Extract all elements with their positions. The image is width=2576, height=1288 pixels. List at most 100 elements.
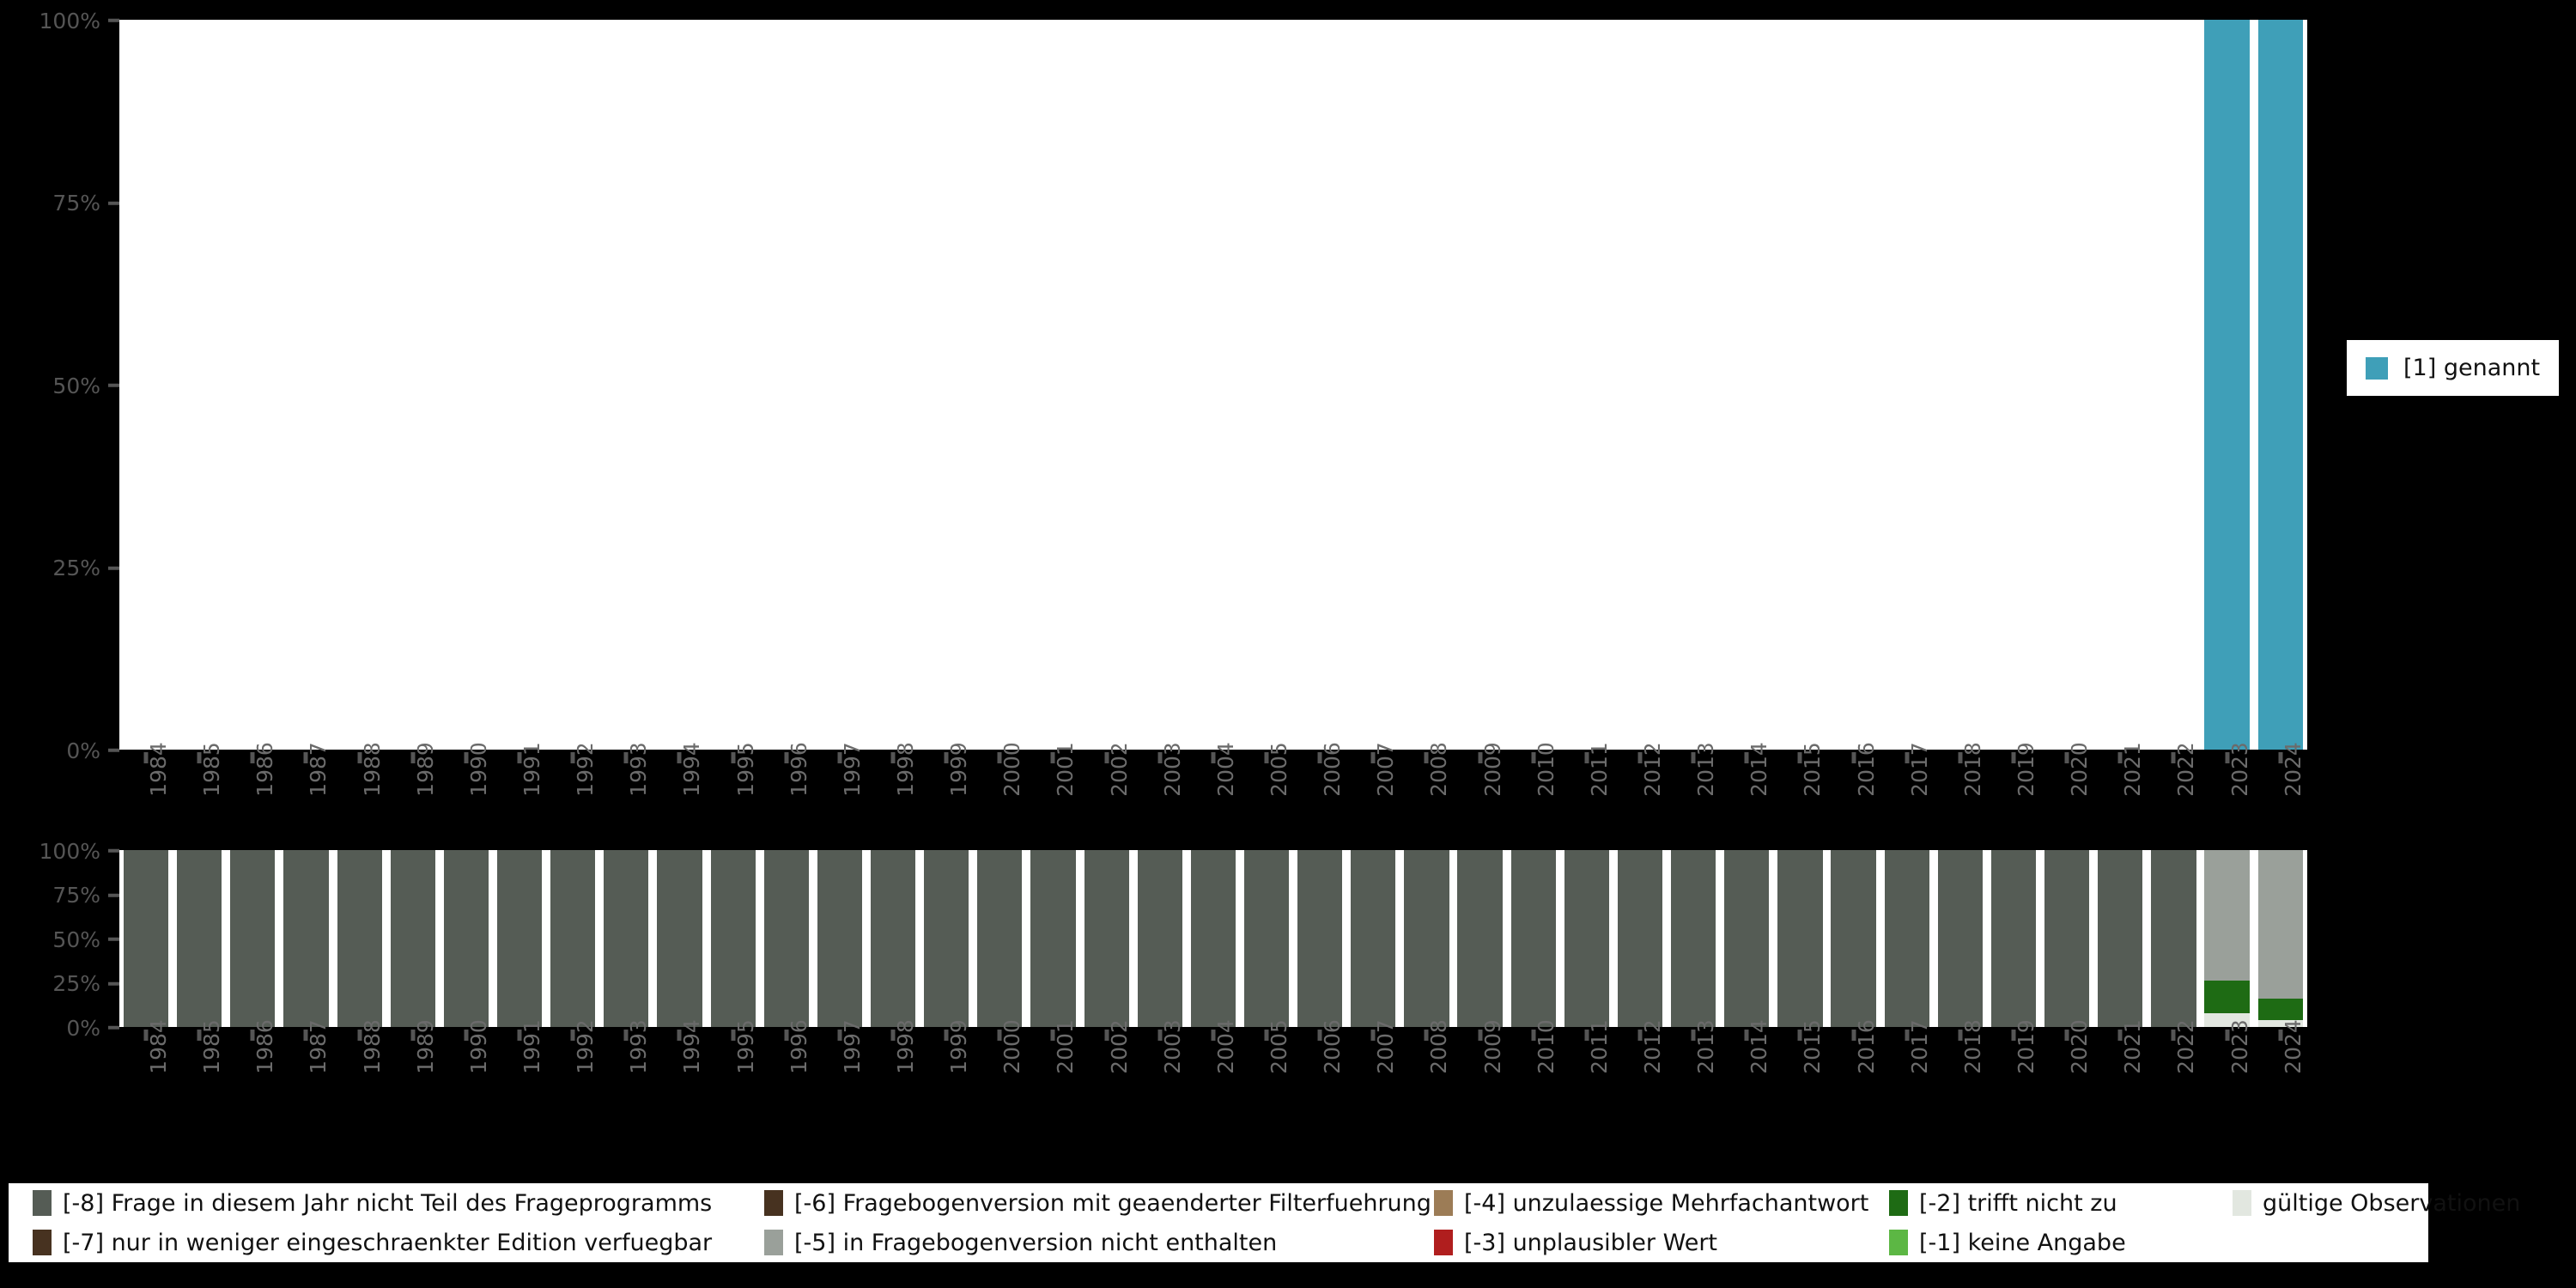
x-tick-label: 2020 bbox=[2067, 1019, 2092, 1074]
legend-label-genannt: [1] genannt bbox=[2403, 355, 2540, 381]
legend-label: [-6] Fragebogenversion mit geaenderter F… bbox=[794, 1190, 1431, 1217]
bar-segment bbox=[177, 850, 222, 1027]
stacked-bar-1985 bbox=[177, 850, 222, 1027]
stacked-bar-2003 bbox=[1138, 850, 1182, 1027]
legend-swatch bbox=[1434, 1230, 1453, 1255]
bottom-bar-slot bbox=[1293, 850, 1346, 1027]
stacked-bar-1999 bbox=[924, 850, 969, 1027]
bar-segment bbox=[1404, 850, 1449, 1027]
stacked-bar-1988 bbox=[337, 850, 382, 1027]
x-tick-2018: 2018 bbox=[1934, 752, 1987, 838]
legend-label: [-3] unplausibler Wert bbox=[1464, 1230, 1717, 1256]
x-tick-2008: 2008 bbox=[1400, 1030, 1453, 1124]
x-tick-label: 2009 bbox=[1480, 742, 1505, 797]
x-tick-2009: 2009 bbox=[1454, 1030, 1507, 1124]
x-tick-label: 2007 bbox=[1373, 742, 1398, 797]
stacked-bar-2015 bbox=[1777, 850, 1822, 1027]
top-bar-slot bbox=[599, 20, 653, 750]
y-tick-0: 0% bbox=[66, 737, 119, 763]
bar-segment bbox=[1831, 850, 1875, 1027]
legend-row-1: [-8] Frage in diesem Jahr nicht Teil des… bbox=[9, 1183, 2428, 1223]
bar-segment bbox=[1564, 850, 1609, 1027]
x-tick-2019: 2019 bbox=[1987, 1030, 2040, 1124]
bottom-bar-slot bbox=[1667, 850, 1720, 1027]
bar-segment bbox=[2258, 999, 2303, 1020]
stacked-bar-2021 bbox=[2098, 850, 2142, 1027]
top-bar-slot bbox=[866, 20, 920, 750]
bar-segment bbox=[657, 850, 702, 1027]
top-bar-slot bbox=[440, 20, 493, 750]
x-tick-1984: 1984 bbox=[119, 752, 173, 838]
bottom-y-axis: 100%75%50%25%0% bbox=[0, 850, 119, 1027]
x-tick-label: 2011 bbox=[1587, 1019, 1612, 1074]
chart-canvas: 100%75%50%25%0% 198419851986198719881989… bbox=[0, 0, 2576, 1288]
bar-segment bbox=[1191, 850, 1236, 1027]
bar-segment bbox=[1618, 850, 1662, 1027]
x-tick-label: 2008 bbox=[1426, 1019, 1451, 1074]
x-tick-label: 1984 bbox=[146, 742, 171, 797]
y-tick-75: 75% bbox=[52, 189, 119, 216]
bar-segment bbox=[283, 850, 328, 1027]
distribution-panel: 100%75%50%25%0% 198419851986198719881989… bbox=[0, 0, 2318, 841]
x-tick-label: 2018 bbox=[1960, 742, 1985, 797]
bottom-bar-slot bbox=[2093, 850, 2147, 1027]
bar-segment bbox=[817, 850, 862, 1027]
bottom-bar-slot bbox=[1187, 850, 1240, 1027]
bar-segment bbox=[444, 850, 489, 1027]
x-tick-label: 2016 bbox=[1854, 742, 1879, 797]
bar-segment bbox=[550, 850, 595, 1027]
stacked-bar-2019 bbox=[1991, 850, 2036, 1027]
x-tick-label: 2000 bbox=[999, 1019, 1024, 1074]
bottom-bar-slot bbox=[1080, 850, 1133, 1027]
x-tick-1999: 1999 bbox=[920, 1030, 973, 1124]
top-bar-slot bbox=[1133, 20, 1187, 750]
top-bar-slot bbox=[1187, 20, 1240, 750]
x-tick-label: 1993 bbox=[626, 1019, 651, 1074]
x-tick-2000: 2000 bbox=[973, 752, 1026, 838]
bar-segment bbox=[497, 850, 542, 1027]
x-tick-2012: 2012 bbox=[1613, 752, 1667, 838]
x-tick-2004: 2004 bbox=[1187, 1030, 1240, 1124]
x-tick-2020: 2020 bbox=[2040, 752, 2093, 838]
x-tick-label: 1988 bbox=[360, 742, 385, 797]
stacked-bar-2010 bbox=[1511, 850, 1556, 1027]
top-bar-slot bbox=[226, 20, 279, 750]
x-tick-label: 1999 bbox=[946, 742, 971, 797]
legend-label: [-7] nur in weniger eingeschraenkter Edi… bbox=[63, 1230, 712, 1256]
top-bar-slot bbox=[1827, 20, 1880, 750]
x-tick-2024: 2024 bbox=[2254, 1030, 2307, 1124]
stacked-bar-2024 bbox=[2258, 850, 2303, 1027]
bar-segment bbox=[230, 850, 275, 1027]
x-tick-label: 2019 bbox=[2014, 742, 2038, 797]
x-tick-label: 2013 bbox=[1693, 1019, 1718, 1074]
y-tick-50: 50% bbox=[52, 372, 119, 398]
x-tick-2006: 2006 bbox=[1293, 752, 1346, 838]
x-tick-label: 2013 bbox=[1693, 742, 1718, 797]
top-bar-slot bbox=[2147, 20, 2200, 750]
x-tick-1996: 1996 bbox=[760, 1030, 813, 1124]
bottom-bar-slot bbox=[119, 850, 173, 1027]
bottom-bar-slot bbox=[2254, 850, 2307, 1027]
legend-swatch bbox=[1434, 1190, 1453, 1216]
x-tick-label: 2002 bbox=[1107, 742, 1132, 797]
bottom-bar-slot bbox=[920, 850, 973, 1027]
x-tick-label: 2015 bbox=[1800, 742, 1825, 797]
x-tick-label: 2021 bbox=[2120, 1019, 2145, 1074]
x-tick-label: 1987 bbox=[306, 1019, 331, 1074]
bar-segment bbox=[1671, 850, 1716, 1027]
bar-segment bbox=[1991, 850, 2036, 1027]
x-tick-label: 2018 bbox=[1960, 1019, 1985, 1074]
x-tick-2010: 2010 bbox=[1507, 1030, 1560, 1124]
stacked-bar-2004 bbox=[1191, 850, 1236, 1027]
stacked-bar-1987 bbox=[283, 850, 328, 1027]
x-tick-1992: 1992 bbox=[546, 1030, 599, 1124]
bottom-bar-slot bbox=[279, 850, 332, 1027]
stacked-bar-2008 bbox=[1404, 850, 1449, 1027]
stacked-bar-2013 bbox=[1671, 850, 1716, 1027]
top-bar-slot bbox=[493, 20, 546, 750]
x-tick-2009: 2009 bbox=[1454, 752, 1507, 838]
bottom-bar-slot bbox=[973, 850, 1026, 1027]
bottom-bar-slot bbox=[386, 850, 440, 1027]
legend-label: [-1] keine Angabe bbox=[1919, 1230, 2126, 1256]
x-tick-1999: 1999 bbox=[920, 752, 973, 838]
